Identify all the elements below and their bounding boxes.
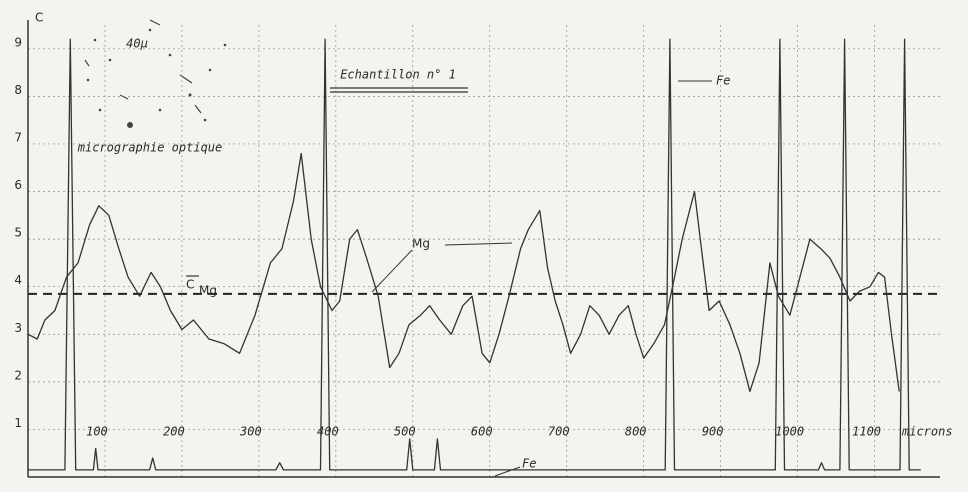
y-tick-label: 8 — [14, 83, 22, 97]
x-tick-label: 300 — [239, 425, 262, 439]
inset-caption: micrographie optique — [77, 141, 223, 155]
y-tick-label: 1 — [14, 416, 22, 430]
y-tick-label: 5 — [14, 226, 22, 240]
chart-title: Echantillon n° 1 — [340, 68, 456, 82]
series-label-fe: Fe — [716, 74, 730, 88]
x-tick-label: 100 — [86, 425, 108, 439]
y-tick-label: 6 — [14, 178, 22, 192]
x-tick-label: 700 — [548, 425, 570, 439]
mean-label-sub: Mg — [199, 284, 217, 298]
x-tick-label: 800 — [625, 425, 647, 439]
x-tick-label: 600 — [471, 425, 493, 439]
x-tick-label: 900 — [702, 425, 724, 439]
chart: micrographie optique 40µ Echantillon n° … — [0, 0, 968, 492]
y-tick-label: 2 — [14, 368, 22, 382]
x-tick-label: 1000 — [775, 425, 804, 439]
x-tick-label: 1100 — [852, 425, 881, 439]
x-tick-label: 500 — [394, 425, 416, 439]
y-tick-label: 7 — [14, 130, 22, 144]
y-tick-label: 4 — [14, 273, 22, 287]
series-label-mg: Mg — [412, 237, 430, 251]
y-tick-label: 3 — [14, 321, 22, 335]
series-label-fe: Fe — [522, 457, 536, 471]
y-tick-label: 9 — [14, 35, 22, 49]
y-axis-label: C — [35, 11, 43, 25]
x-tick-label: 200 — [163, 425, 185, 439]
mean-label: C — [186, 278, 194, 292]
inset-scale: 40µ — [126, 37, 148, 51]
paper — [0, 0, 968, 492]
